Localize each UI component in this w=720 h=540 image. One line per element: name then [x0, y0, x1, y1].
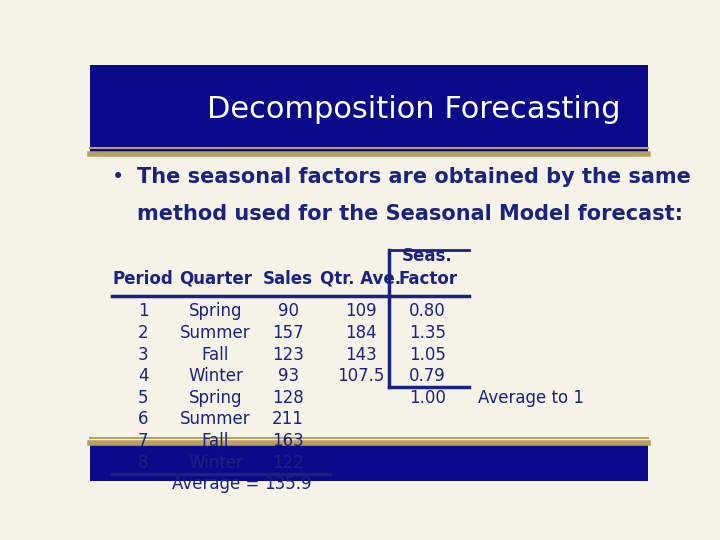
Text: method used for the Seasonal Model forecast:: method used for the Seasonal Model forec… — [138, 204, 683, 224]
Text: Fall: Fall — [202, 432, 229, 450]
Text: 211: 211 — [272, 410, 304, 428]
Text: Quarter: Quarter — [179, 270, 252, 288]
Text: 6: 6 — [138, 410, 148, 428]
Text: 90: 90 — [278, 302, 299, 320]
Text: 1: 1 — [138, 302, 148, 320]
FancyBboxPatch shape — [90, 65, 648, 154]
Text: 5: 5 — [138, 389, 148, 407]
Text: 8: 8 — [138, 454, 148, 472]
Text: 128: 128 — [272, 389, 304, 407]
Text: •: • — [112, 167, 125, 187]
Text: Factor: Factor — [398, 270, 457, 288]
Text: Summer: Summer — [180, 410, 251, 428]
Text: 122: 122 — [272, 454, 304, 472]
Text: Seas.: Seas. — [402, 247, 453, 265]
Text: 109: 109 — [345, 302, 377, 320]
Text: 107.5: 107.5 — [337, 367, 384, 385]
Text: Summer: Summer — [180, 324, 251, 342]
Text: 93: 93 — [277, 367, 299, 385]
Text: Qtr. Ave.: Qtr. Ave. — [320, 270, 401, 288]
Text: Period: Period — [112, 270, 174, 288]
Text: 7: 7 — [138, 432, 148, 450]
FancyBboxPatch shape — [90, 443, 648, 481]
Text: Decomposition Forecasting: Decomposition Forecasting — [207, 95, 621, 124]
Text: Winter: Winter — [188, 454, 243, 472]
Text: 123: 123 — [272, 346, 304, 363]
Text: 0.79: 0.79 — [409, 367, 446, 385]
Text: 1.35: 1.35 — [409, 324, 446, 342]
Text: 135.9: 135.9 — [264, 475, 312, 494]
Text: 1.05: 1.05 — [409, 346, 446, 363]
Text: Sales: Sales — [263, 270, 313, 288]
Text: 2: 2 — [138, 324, 148, 342]
Text: 0.80: 0.80 — [409, 302, 446, 320]
Text: 184: 184 — [345, 324, 377, 342]
Text: Winter: Winter — [188, 367, 243, 385]
Text: The seasonal factors are obtained by the same: The seasonal factors are obtained by the… — [138, 167, 691, 187]
Text: Average to 1: Average to 1 — [478, 389, 584, 407]
Text: Fall: Fall — [202, 346, 229, 363]
Text: Average =: Average = — [172, 475, 259, 494]
Text: 163: 163 — [272, 432, 304, 450]
Text: 1.00: 1.00 — [409, 389, 446, 407]
Text: 3: 3 — [138, 346, 148, 363]
Text: 157: 157 — [272, 324, 304, 342]
Text: Spring: Spring — [189, 389, 243, 407]
Text: 4: 4 — [138, 367, 148, 385]
Text: Spring: Spring — [189, 302, 243, 320]
Text: 143: 143 — [345, 346, 377, 363]
